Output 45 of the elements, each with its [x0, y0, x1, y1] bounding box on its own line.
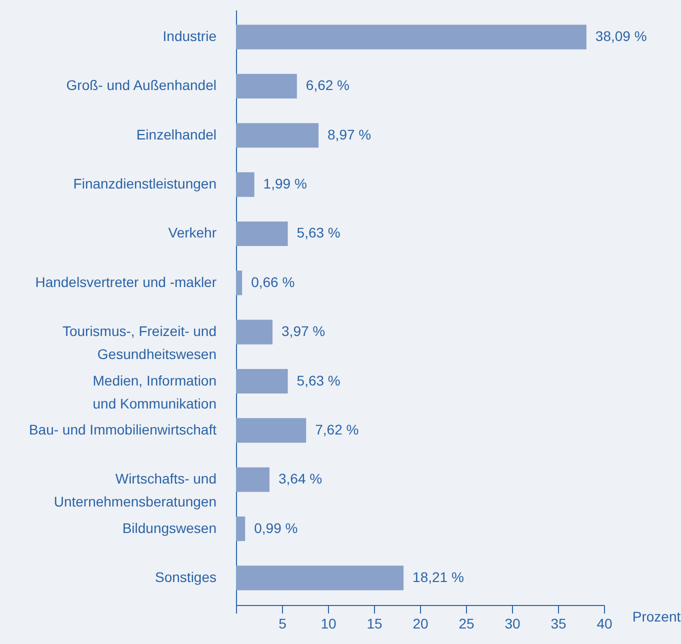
y-tick-label: Finanzdienstleistungen	[73, 176, 216, 192]
y-tick-label: Sonstiges	[155, 568, 216, 585]
x-tick-label: 25	[458, 616, 474, 632]
data-label: 6,62 %	[306, 77, 350, 94]
bar	[236, 270, 242, 296]
bar	[236, 566, 404, 590]
y-tick-label: Industrie	[162, 28, 217, 44]
x-tick-label: 10	[320, 616, 336, 632]
data-label: 38,09 %	[595, 28, 647, 44]
data-label: 5,63 %	[296, 372, 340, 388]
data-label: 3,64 %	[278, 470, 322, 487]
data-label: 0,99 %	[254, 520, 298, 536]
data-label: 5,63 %	[296, 224, 340, 241]
bar	[236, 418, 306, 443]
bar	[236, 467, 270, 492]
y-tick-label: Bildungswesen	[122, 520, 216, 536]
bar	[236, 172, 254, 197]
y-tick-label: Handelsvertreter und -makler	[35, 274, 217, 290]
data-label: 0,66 %	[251, 274, 295, 290]
x-tick-label: 30	[504, 616, 520, 632]
x-tick-label: 5	[278, 616, 287, 632]
y-tick-label: Tourismus-, Freizeit- und Gesundheitswesen	[62, 323, 216, 362]
bar	[236, 516, 246, 542]
y-tick-label: Einzelhandel	[136, 126, 216, 142]
x-axis-title: Prozent	[632, 608, 681, 624]
bar	[236, 74, 297, 99]
data-label: 3,97 %	[282, 323, 326, 340]
bar	[236, 320, 273, 344]
y-tick-label: Bau- und Immobilienwirtschaft	[28, 421, 217, 438]
bar	[236, 368, 288, 394]
x-tick-label: 40	[596, 616, 612, 632]
bar	[236, 24, 586, 50]
x-tick-label: 35	[550, 616, 566, 632]
data-label: 1,99 %	[263, 176, 307, 192]
data-label: 18,21 %	[412, 568, 464, 585]
y-tick-label: Medien, Information und Kommunikation	[92, 372, 216, 412]
y-tick-label: Groß- und Außenhandel	[66, 77, 216, 94]
y-tick-label: Verkehr	[168, 224, 217, 241]
data-label: 7,62 %	[315, 421, 359, 438]
bar	[236, 221, 288, 246]
x-tick-label: 15	[366, 616, 382, 632]
y-tick-label: Wirtschafts- und Unternehmensberatungen	[54, 470, 216, 510]
bar	[236, 123, 319, 148]
data-label: 8,97 %	[328, 126, 372, 142]
x-tick-label: 20	[412, 616, 428, 632]
